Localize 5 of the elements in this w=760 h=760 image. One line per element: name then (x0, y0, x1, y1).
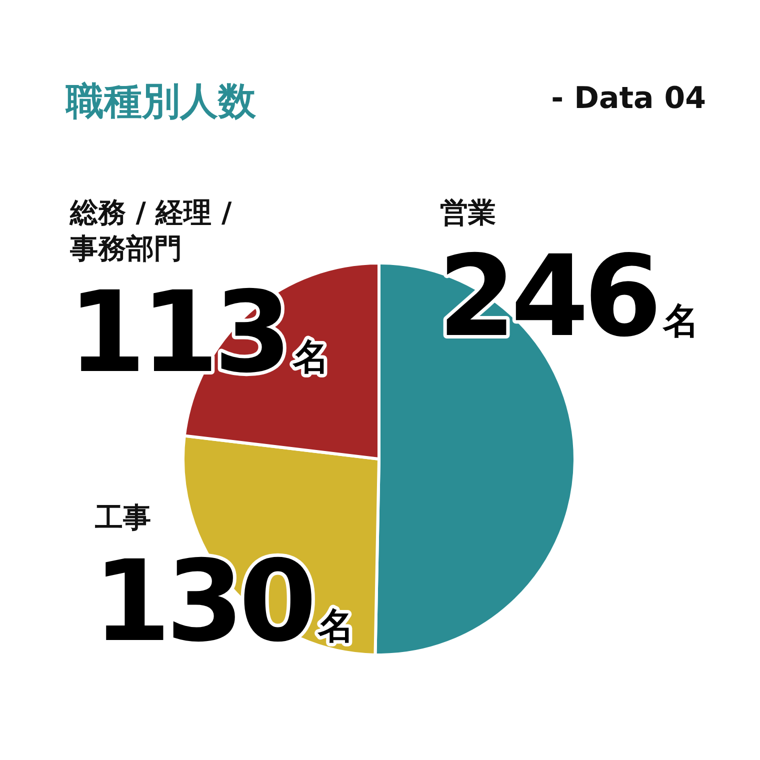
slice-label: 工事 (94, 501, 151, 534)
slice-label: 総務 / 経理 / 事務部門 (69, 196, 232, 265)
slice-label: 営業 (440, 196, 496, 229)
chart-subtitle: - Data 04 (551, 81, 706, 116)
chart-title: 職種別人数 (65, 79, 257, 123)
